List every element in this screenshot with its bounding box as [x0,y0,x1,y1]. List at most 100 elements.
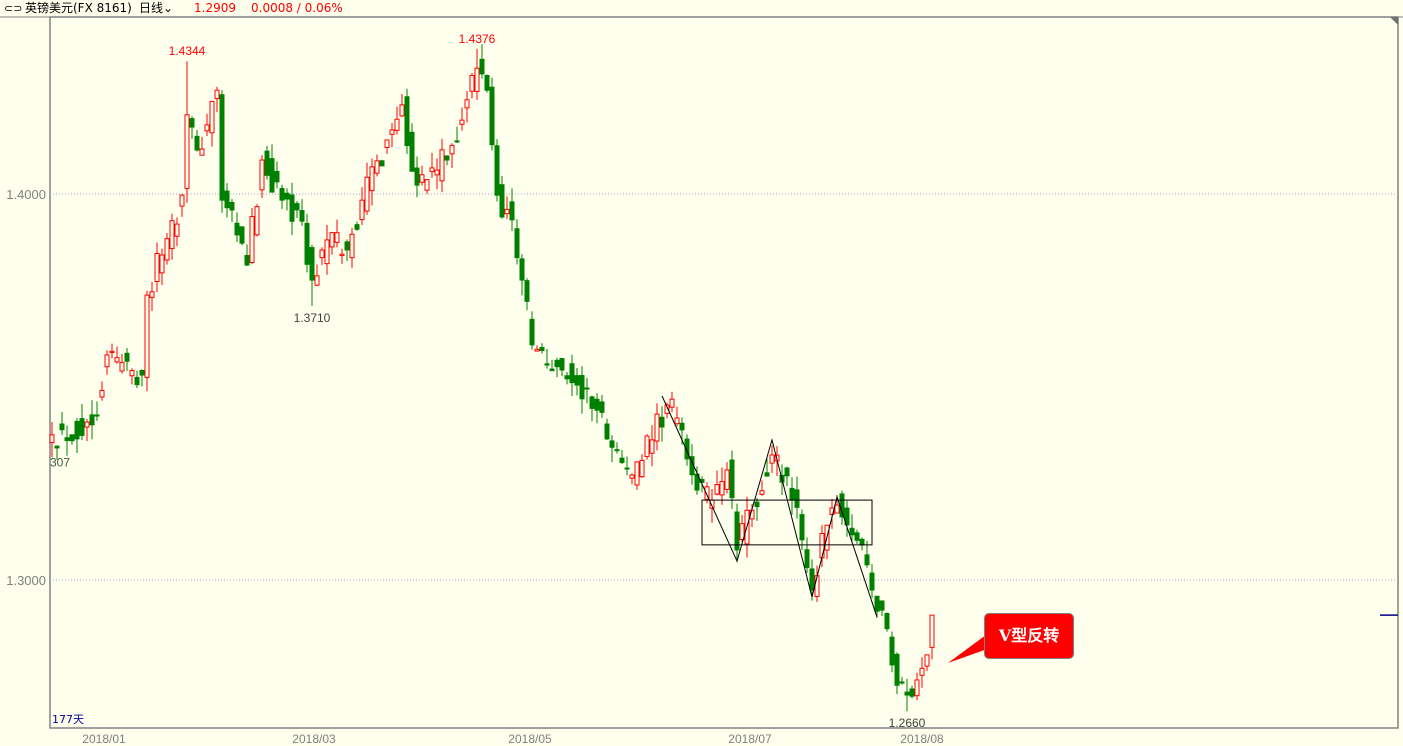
candle-body [289,194,295,222]
period-selector[interactable]: 日线⌄ [139,0,173,17]
candle [169,213,175,260]
candle [544,349,550,369]
candle [234,212,240,242]
candle [489,77,495,151]
candle-body [189,118,195,128]
candle-body [789,487,795,501]
candle-body [829,507,835,515]
candle [299,199,305,227]
candle-body [619,457,625,463]
candle [199,136,205,156]
candle-body [254,206,260,236]
candle-body [144,294,150,378]
candle [539,343,545,354]
candle-body [154,253,160,282]
candle-body [234,222,240,236]
candle-body [64,437,70,442]
candle [409,123,415,172]
candle-body [244,254,250,266]
candle [164,233,170,265]
candle-body [54,445,60,449]
candle [84,419,90,442]
candle [589,395,595,422]
candle-body [809,568,815,591]
candle-body [699,479,705,483]
candle-body [339,253,345,257]
candle-body [349,233,355,259]
candle [884,612,890,632]
candle-body [659,416,665,428]
candle [379,159,385,167]
candle [114,346,120,364]
candle [579,366,585,414]
candle-body [539,347,545,351]
candle [854,529,860,545]
candle-body [404,96,410,147]
candle [889,631,895,673]
candle [874,595,880,618]
candle-body [119,362,125,372]
candle [219,90,225,213]
candle [809,559,815,601]
candle [319,247,325,266]
candle [79,404,85,441]
candle [879,600,885,617]
candle-body [249,216,255,264]
candle [429,152,435,178]
candle-body [889,636,895,666]
candle [384,139,390,154]
candle [739,515,745,543]
candle-body [509,201,515,221]
candle-body [769,454,775,464]
candle-body [284,192,290,200]
price-extreme-label: 1.2660 [889,716,926,730]
candle [394,106,400,135]
candle [229,198,235,222]
candle-body [729,459,735,499]
candle [339,248,345,264]
candle [629,473,635,485]
candle-body [94,414,100,417]
candle-body [444,155,450,161]
candle [64,425,70,456]
candle [469,72,475,99]
candle [594,393,600,424]
instrument-name[interactable]: 英镑美元(FX 8161) [25,1,132,15]
candle-body [194,135,200,151]
candle-body [879,600,885,611]
candle [504,196,510,219]
candle-body [584,387,590,390]
candle [759,480,765,496]
candle [624,456,630,476]
consolidation-box [701,499,873,546]
candle [214,86,220,113]
plot-frame [49,16,1399,729]
candle-body [84,421,90,428]
candle-body [214,89,220,100]
candle-body [49,434,55,444]
candle-body [334,232,340,243]
candle [349,227,355,269]
candle-body [259,159,265,191]
candle [734,503,740,563]
candle [374,154,380,177]
candle-body [664,404,670,414]
candle [239,226,245,246]
candle-body [489,86,495,146]
candle-body [319,249,325,259]
candle-body [134,376,140,386]
candle-body [369,166,375,192]
link-icon[interactable]: ⊂⊃ [4,2,23,15]
candle [524,278,530,311]
candle-body [669,398,675,408]
candle [869,563,875,599]
candle-body [519,258,525,281]
corner-marker [1390,17,1398,25]
candle-body [169,220,175,249]
candle [919,657,925,688]
candle [549,359,555,372]
candle-body [389,129,395,135]
candle [354,221,360,231]
candle-body [429,167,435,173]
